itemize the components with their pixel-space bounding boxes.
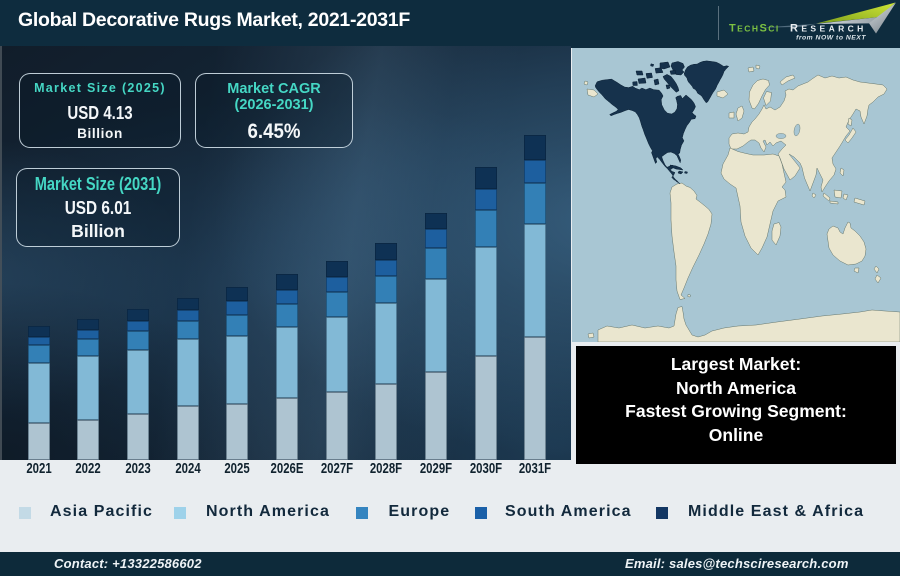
svg-text:RESEARCH: RESEARCH [790,23,867,35]
svg-text:from NOW to NEXT: from NOW to NEXT [796,35,866,42]
svg-text:TECHSCI: TECHSCI [729,23,780,35]
